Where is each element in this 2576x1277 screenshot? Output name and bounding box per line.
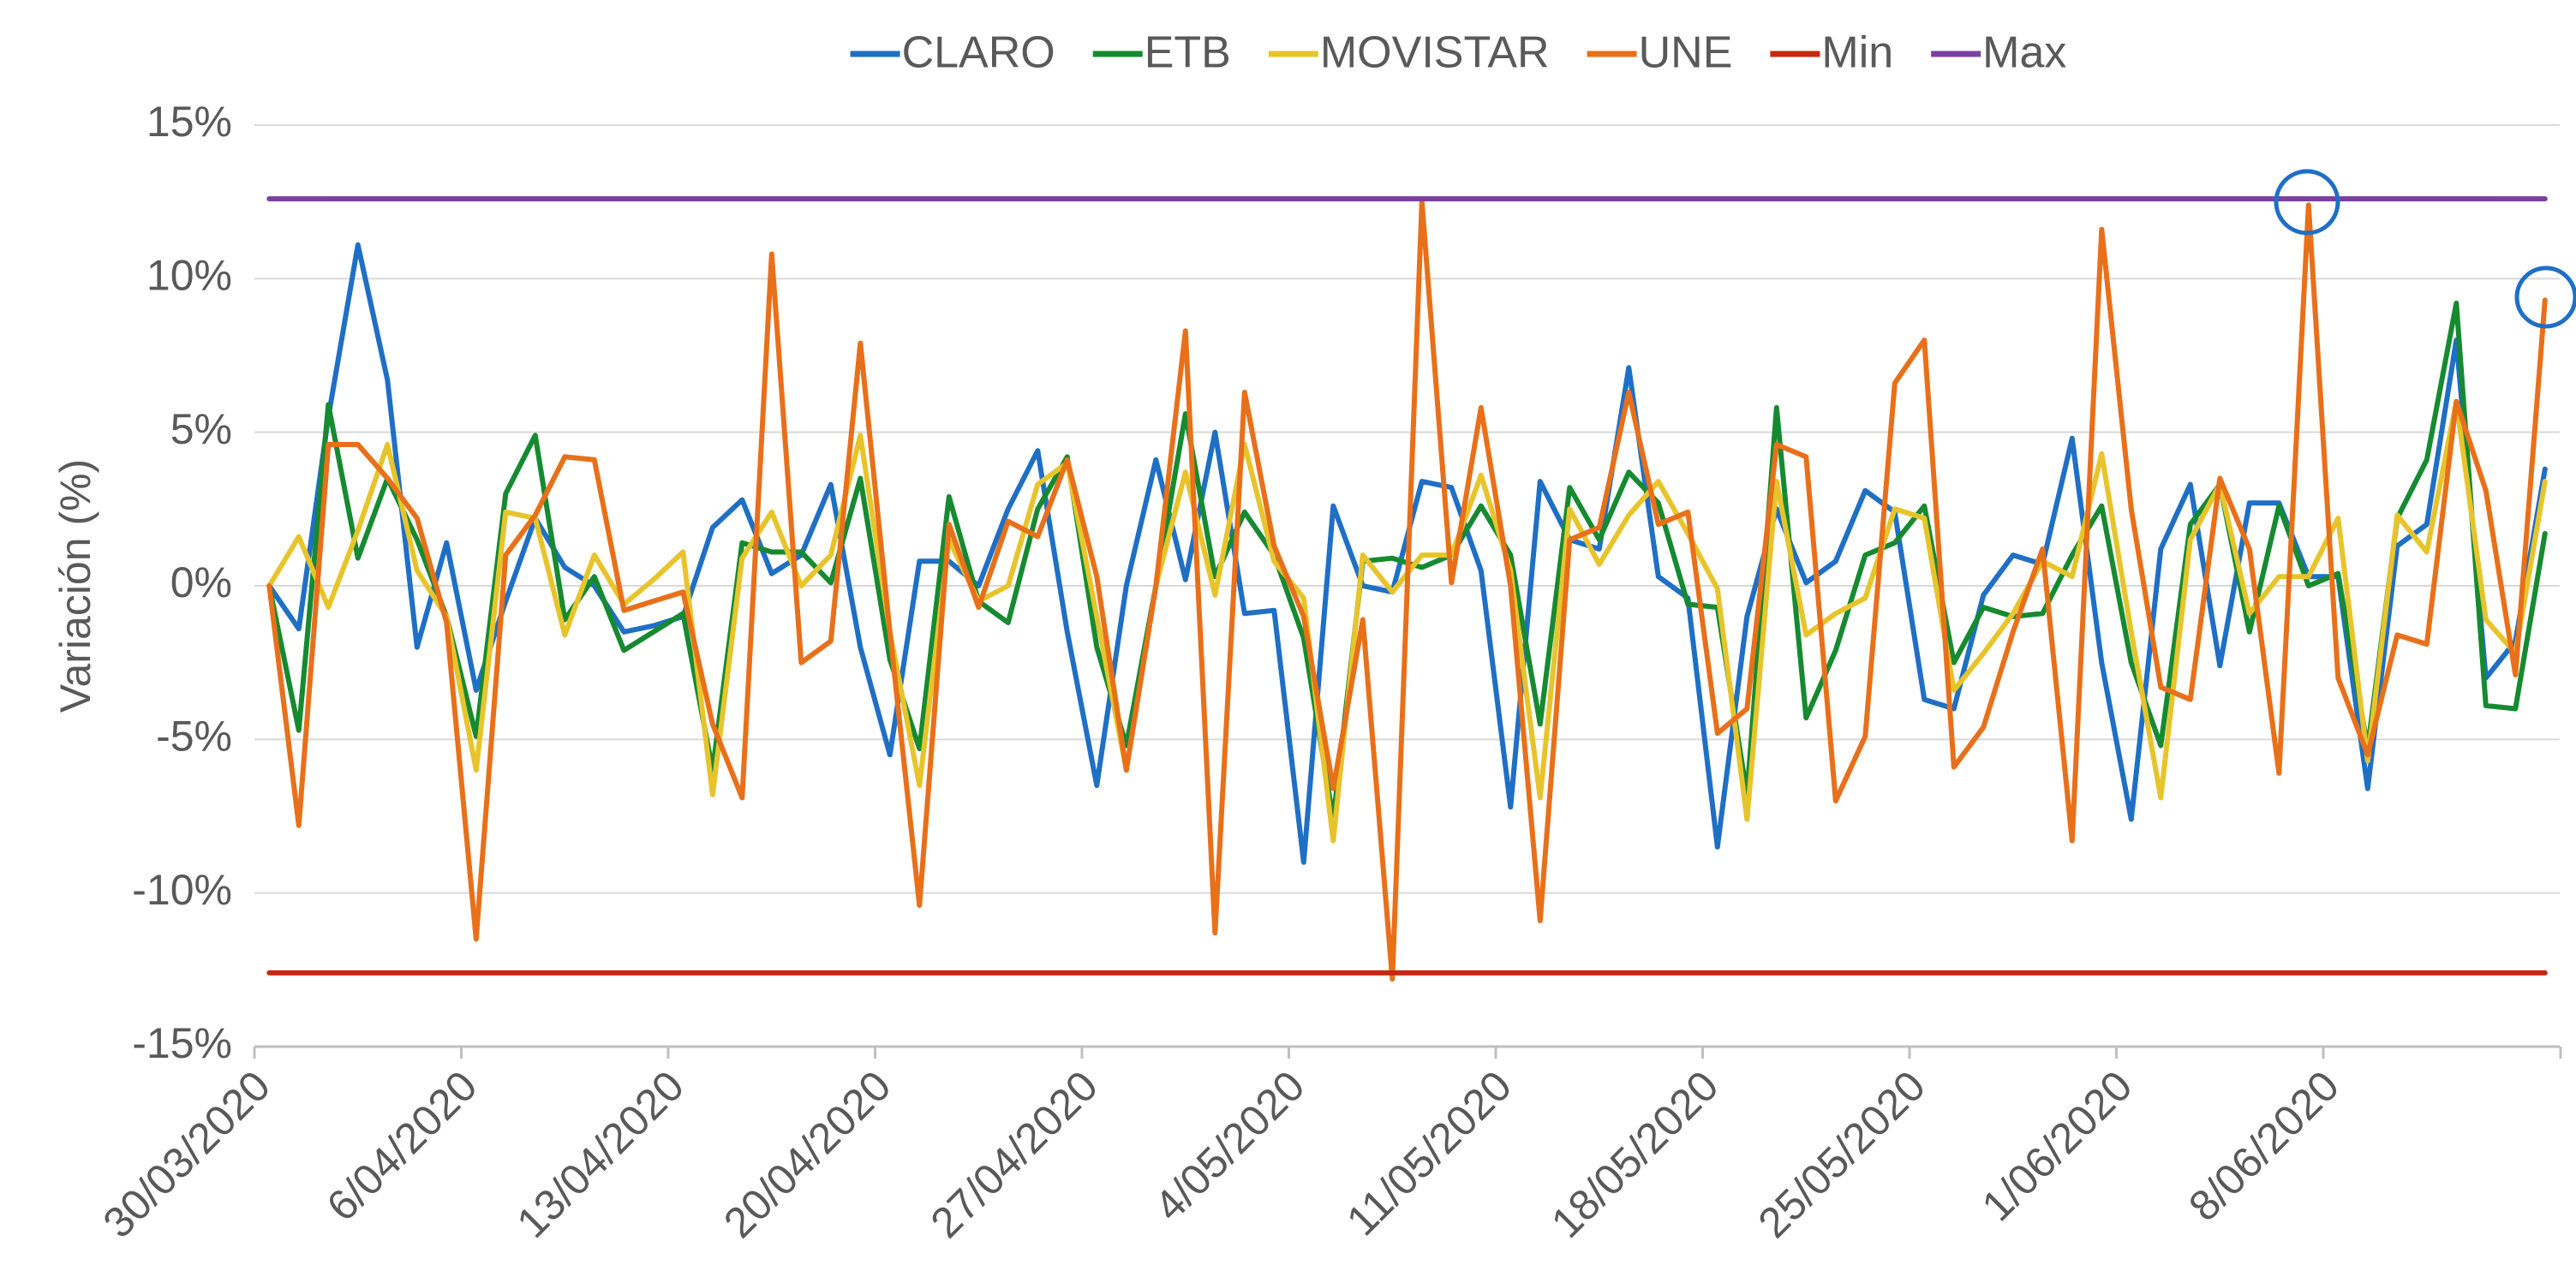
legend-item: UNE [1587, 28, 1733, 78]
legend-label: CLARO [902, 28, 1055, 78]
series-line [266, 199, 2548, 982]
y-tick-label: -15% [132, 1019, 232, 1067]
legend-label: MOVISTAR [1320, 28, 1550, 78]
legend-label: Min [1821, 28, 1893, 78]
y-tick-label: 0% [170, 558, 232, 606]
y-tick-label: 15% [146, 98, 232, 146]
legend-item: ETB [1092, 28, 1231, 78]
legend-label: ETB [1145, 28, 1231, 78]
y-tick-label: -10% [132, 866, 232, 914]
legend-item: Max [1931, 28, 2066, 78]
legend-label: Max [1982, 28, 2066, 78]
highlight-circle [2274, 169, 2340, 236]
y-tick-label: 10% [146, 252, 232, 300]
highlight-circle [2514, 266, 2576, 329]
y-tick-label: -5% [156, 713, 232, 761]
legend-item: CLARO [850, 28, 1055, 78]
legend: CLARO ETB MOVISTAR UNE Min Max [850, 28, 2066, 78]
legend-label: UNE [1639, 28, 1733, 78]
legend-item: MOVISTAR [1268, 28, 1550, 78]
y-axis-title: Variación (%) [51, 459, 99, 713]
y-tick-label: 5% [170, 405, 232, 453]
legend-item: Min [1770, 28, 1893, 78]
